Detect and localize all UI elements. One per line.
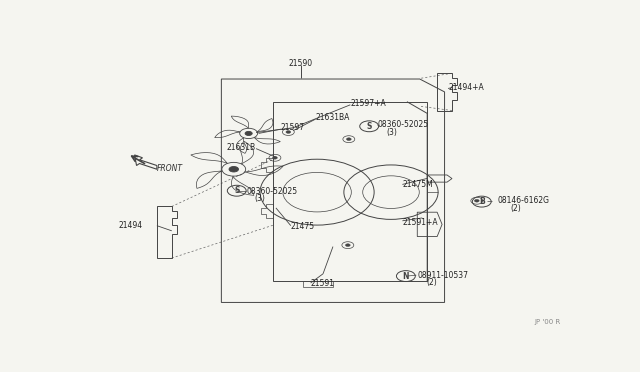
Text: 21494+A: 21494+A xyxy=(448,83,484,92)
Circle shape xyxy=(273,156,277,159)
Text: 08360-52025: 08360-52025 xyxy=(246,187,298,196)
Text: 21597: 21597 xyxy=(281,123,305,132)
Text: S: S xyxy=(234,186,239,195)
Text: 21494: 21494 xyxy=(118,221,143,230)
Text: 21631BA: 21631BA xyxy=(316,113,350,122)
Text: B: B xyxy=(479,197,484,206)
Circle shape xyxy=(245,131,252,135)
Text: 21475M: 21475M xyxy=(403,180,433,189)
Text: 08146-6162G: 08146-6162G xyxy=(498,196,550,205)
Text: 21475: 21475 xyxy=(291,222,315,231)
Circle shape xyxy=(346,138,351,141)
Text: (2): (2) xyxy=(426,279,437,288)
Text: JP '00 R: JP '00 R xyxy=(535,319,561,325)
Circle shape xyxy=(286,131,291,134)
Circle shape xyxy=(229,167,239,172)
Text: 21590: 21590 xyxy=(289,59,313,68)
Text: 08360-52025: 08360-52025 xyxy=(378,121,429,129)
Text: 21591: 21591 xyxy=(310,279,335,288)
Text: 21591+A: 21591+A xyxy=(403,218,438,227)
Text: 21597+A: 21597+A xyxy=(350,99,386,108)
Text: FRONT: FRONT xyxy=(157,164,183,173)
Text: (3): (3) xyxy=(386,128,397,137)
Text: S: S xyxy=(367,122,372,131)
Text: (3): (3) xyxy=(255,194,266,203)
Circle shape xyxy=(346,244,350,247)
Text: N: N xyxy=(403,272,409,280)
Text: (2): (2) xyxy=(510,204,521,213)
Circle shape xyxy=(474,199,479,202)
Text: 08911-10537: 08911-10537 xyxy=(417,271,468,280)
Text: 21631B: 21631B xyxy=(227,143,256,152)
